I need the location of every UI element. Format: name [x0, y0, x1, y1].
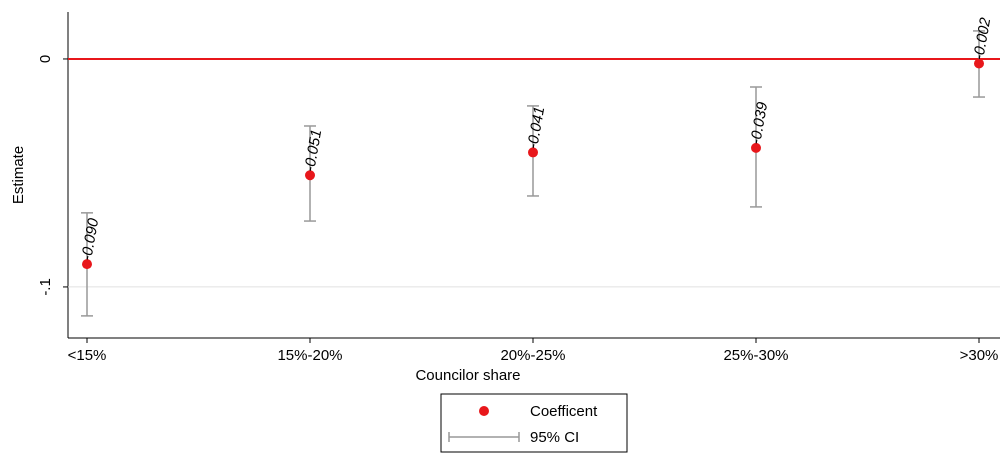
- x-tick-label: 20%-25%: [500, 347, 565, 364]
- legend-box: [440, 393, 628, 453]
- data-label: -0.051: [301, 128, 325, 173]
- x-axis-title: Councilor share: [415, 367, 520, 384]
- legend-label: 95% CI: [530, 429, 579, 446]
- point: [528, 147, 538, 158]
- data-label: -0.090: [78, 216, 102, 261]
- data-label: -0.002: [970, 16, 994, 61]
- legend-marker: [479, 406, 489, 416]
- y-axis-title: Estimate: [10, 146, 27, 204]
- point: [82, 259, 92, 270]
- y-tick-label: -.1: [37, 278, 54, 296]
- point: [305, 170, 315, 181]
- data-label: -0.039: [747, 100, 771, 145]
- x-tick-label: 25%-30%: [723, 347, 788, 364]
- data-label: -0.041: [524, 105, 548, 150]
- point: [751, 142, 761, 153]
- x-tick-label: >30%: [960, 347, 999, 364]
- x-tick-label: 15%-20%: [277, 347, 342, 364]
- point: [974, 58, 984, 69]
- legend-label: Coefficent: [530, 403, 598, 420]
- x-tick-label: <15%: [68, 347, 107, 364]
- y-tick-label: 0: [37, 55, 54, 63]
